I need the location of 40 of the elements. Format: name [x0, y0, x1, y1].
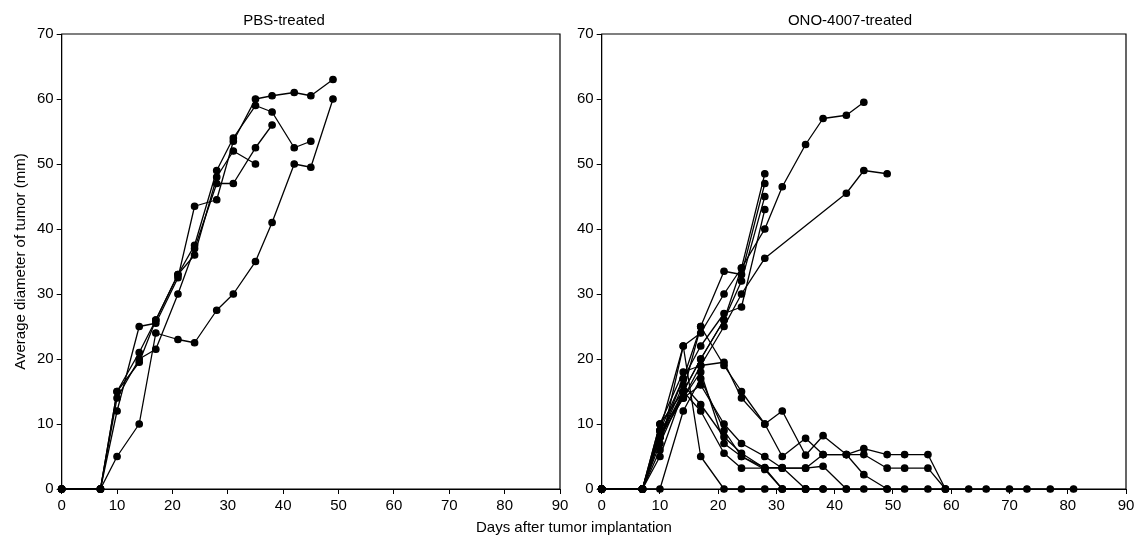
y-tick-label: 70 [577, 24, 594, 42]
x-tick-label: 60 [942, 496, 960, 514]
x-tick-label: 60 [385, 496, 403, 514]
x-tick-label: 30 [768, 496, 785, 514]
y-tick-label: 40 [577, 219, 594, 237]
x-tick-label: 70 [1001, 496, 1018, 514]
chart-title: ONO-4007-treated [787, 11, 913, 29]
y-tick-label: 0 [585, 479, 594, 497]
y-axis-title: Average diameter of tumor (mm) [11, 153, 29, 370]
x-tick-label: 90 [1117, 496, 1135, 514]
y-tick-label: 70 [37, 24, 54, 42]
y-tick-label: 60 [37, 89, 54, 107]
y-tick-label: 20 [577, 349, 594, 367]
x-tick-label: 80 [1059, 496, 1077, 514]
x-tick-label: 10 [108, 496, 126, 514]
x-tick-label: 40 [274, 496, 292, 514]
chart-title: PBS-treated [243, 11, 325, 29]
y-tick-label: 30 [577, 284, 594, 302]
y-tick-label: 10 [577, 414, 594, 432]
x-tick-label: 30 [219, 496, 237, 514]
y-tick-label: 50 [577, 154, 594, 172]
y-tick-label: 60 [577, 89, 594, 107]
y-tick-label: 10 [37, 414, 54, 432]
y-tick-label: 20 [37, 349, 54, 367]
x-axis-title: Days after tumor implantation [475, 518, 673, 535]
y-tick-label: 40 [37, 219, 54, 237]
x-tick-label: 50 [884, 496, 902, 514]
x-tick-label: 20 [709, 496, 727, 514]
y-tick-label: 50 [37, 154, 54, 172]
x-tick-label: 0 [597, 496, 606, 514]
x-tick-label: 10 [651, 496, 669, 514]
x-tick-label: 20 [164, 496, 181, 514]
x-tick-label: 50 [330, 496, 347, 514]
y-tick-label: 30 [37, 284, 54, 302]
y-tick-label: 0 [45, 479, 54, 497]
x-tick-label: 70 [440, 496, 458, 514]
x-tick-label: 90 [551, 496, 569, 514]
x-tick-label: 40 [826, 496, 844, 514]
x-tick-label: 80 [496, 496, 513, 514]
x-tick-label: 0 [57, 496, 66, 514]
